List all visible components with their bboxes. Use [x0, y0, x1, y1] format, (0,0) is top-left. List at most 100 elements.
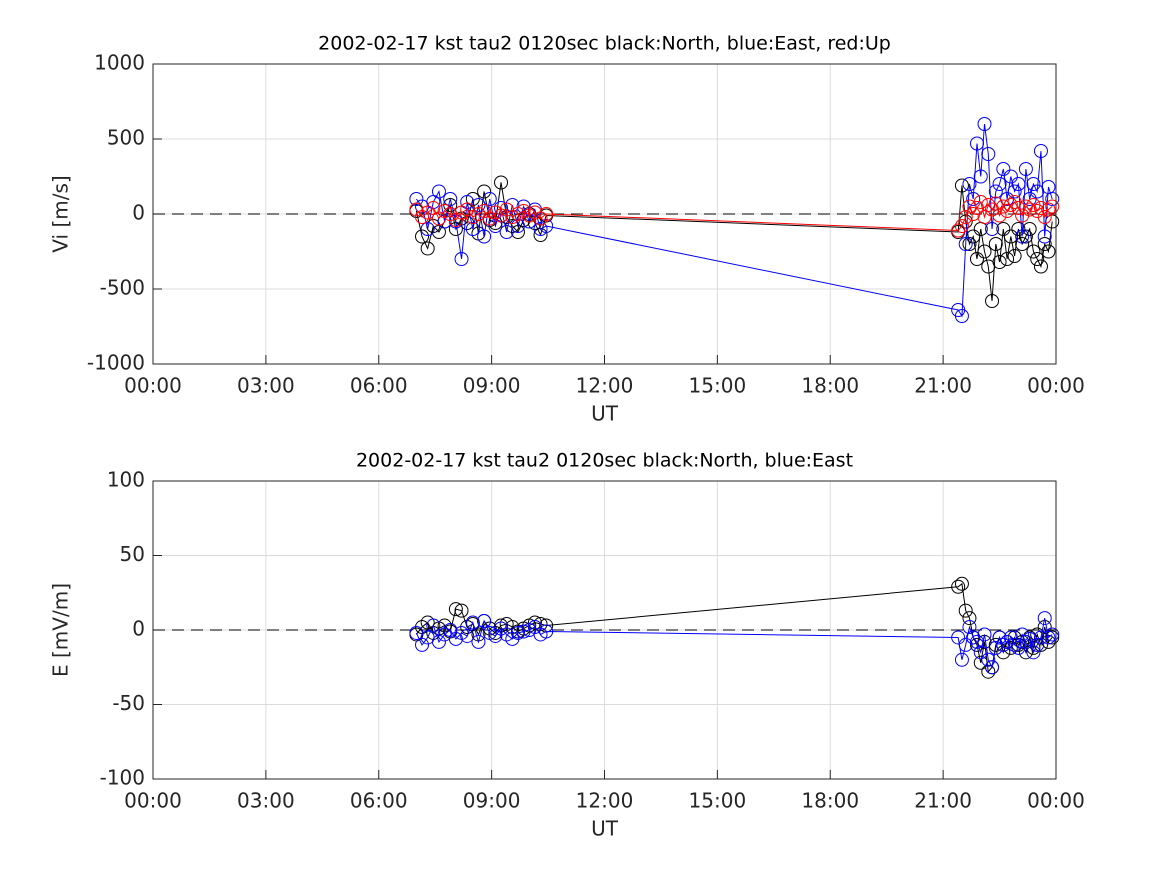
axes-box	[152, 63, 1057, 365]
x-tick-label: 21:00	[914, 374, 972, 398]
marker	[992, 208, 1007, 223]
marker	[977, 244, 992, 259]
marker	[969, 252, 984, 266]
marker	[454, 603, 469, 618]
x-tick-label: 18:00	[801, 374, 859, 398]
marker	[527, 615, 542, 630]
marker	[516, 204, 531, 218]
marker	[409, 192, 424, 206]
marker	[1011, 637, 1026, 652]
y-tick-label: 0	[132, 617, 145, 641]
marker	[448, 213, 463, 227]
marker	[973, 169, 988, 184]
x-tick-label: 09:00	[463, 789, 521, 813]
marker	[1003, 630, 1018, 645]
marker	[992, 177, 1007, 191]
marker	[958, 637, 973, 652]
marker	[1026, 177, 1041, 191]
marker	[488, 625, 503, 640]
marker	[981, 198, 996, 212]
x-tick-label: 00:00	[1027, 789, 1085, 813]
marker	[988, 237, 1003, 251]
marker	[420, 222, 435, 236]
marker	[1018, 162, 1033, 176]
y-tick-label: 500	[107, 126, 145, 150]
y-tick-label: 100	[107, 468, 145, 492]
marker	[992, 255, 1007, 269]
marker	[471, 634, 486, 649]
marker	[1000, 634, 1015, 649]
marker	[988, 184, 1003, 199]
marker	[1030, 252, 1045, 266]
marker	[539, 207, 554, 221]
marker	[969, 136, 984, 151]
x-tick-label: 15:00	[689, 374, 747, 398]
x-tick-label: 00:00	[124, 789, 182, 813]
marker	[1033, 259, 1048, 274]
x-tick-label: 18:00	[801, 789, 859, 813]
marker	[996, 162, 1011, 176]
marker	[533, 211, 548, 226]
axes-box	[152, 480, 1057, 780]
marker	[415, 229, 430, 244]
marker	[426, 618, 441, 633]
marker	[988, 637, 1003, 652]
series	[409, 611, 1060, 675]
marker	[958, 603, 973, 618]
marker	[1045, 627, 1060, 642]
x-tick-label: 09:00	[463, 374, 521, 398]
marker	[488, 628, 503, 643]
marker	[977, 627, 992, 642]
marker	[1041, 630, 1056, 645]
x-axis-label: UT	[591, 817, 619, 841]
y-tick-label: -500	[100, 276, 145, 300]
marker	[969, 637, 984, 652]
chart-title: 2002-02-17 kst tau2 0120sec black:North,…	[318, 33, 891, 55]
marker	[973, 645, 988, 660]
marker	[1011, 201, 1026, 215]
marker	[1011, 222, 1026, 236]
marker	[962, 237, 977, 251]
marker	[1015, 229, 1030, 244]
marker	[951, 579, 966, 594]
marker	[1018, 634, 1033, 649]
marker	[951, 223, 966, 238]
marker	[966, 192, 981, 206]
x-tick-label: 15:00	[689, 789, 747, 813]
marker	[1037, 210, 1052, 224]
marker	[966, 229, 981, 244]
marker	[1022, 202, 1037, 217]
marker	[510, 625, 525, 640]
marker	[962, 620, 977, 635]
y-axis-label: Vi [m/s]	[49, 175, 73, 252]
y-axis-label: E [mV/m]	[49, 583, 73, 677]
marker	[985, 294, 1000, 308]
y-tick-label: -50	[112, 691, 145, 715]
marker	[1007, 249, 1022, 263]
marker	[499, 627, 514, 642]
marker	[966, 630, 981, 645]
marker	[454, 252, 469, 266]
marker	[985, 660, 1000, 675]
marker	[1011, 177, 1026, 191]
marker	[1022, 222, 1037, 236]
marker	[415, 637, 430, 652]
marker	[1000, 252, 1015, 266]
marker	[981, 664, 996, 679]
marker	[1003, 169, 1018, 184]
y-tick-label: 50	[120, 542, 145, 566]
marker	[477, 184, 492, 199]
marker	[951, 630, 966, 645]
marker	[1026, 645, 1041, 660]
marker	[1007, 184, 1022, 199]
marker	[1003, 229, 1018, 244]
marker	[465, 615, 480, 630]
marker	[954, 219, 969, 233]
y-tick-label: 1000	[94, 51, 145, 75]
marker	[431, 634, 446, 649]
marker	[1015, 237, 1030, 251]
marker	[499, 225, 514, 239]
marker	[988, 640, 1003, 655]
marker	[409, 202, 424, 217]
